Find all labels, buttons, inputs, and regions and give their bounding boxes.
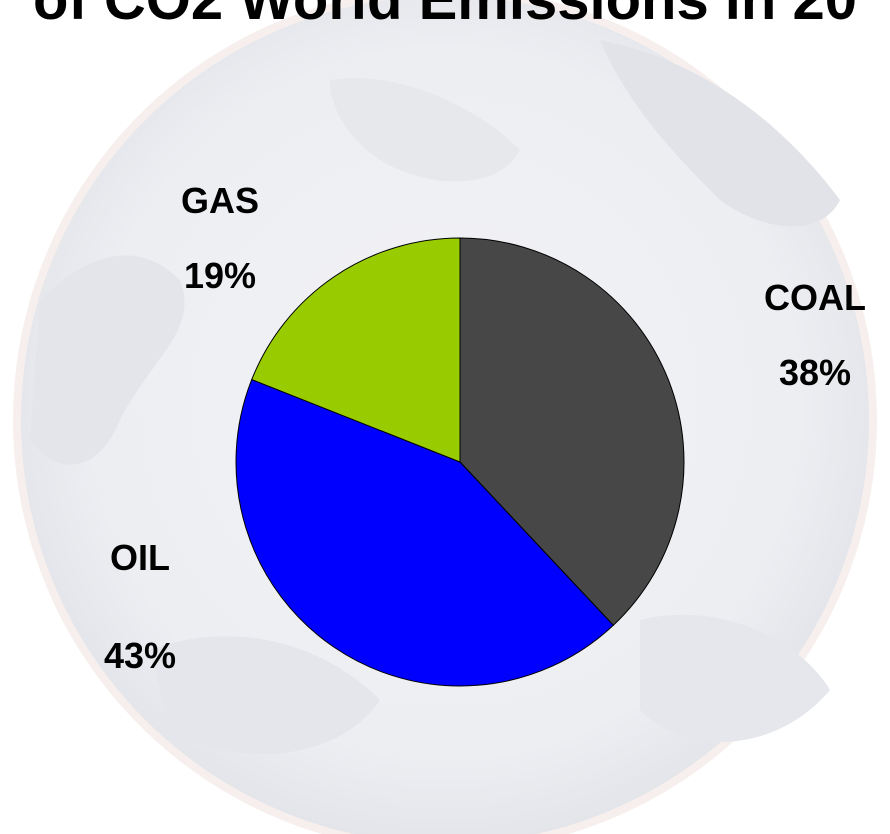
slice-value-oil: 43% (104, 635, 176, 676)
slice-label-oil: OIL (110, 537, 170, 578)
slice-label-gas: GAS (181, 180, 259, 221)
pie-slice-oil (235, 378, 615, 687)
pie-slice-coal (459, 237, 685, 626)
slice-value-gas: 19% (184, 255, 256, 296)
pie-slice-gas (251, 237, 461, 463)
chart-title: of CO2 World Emissions in 20 (0, 0, 890, 33)
slice-value-coal: 38% (779, 352, 851, 393)
slice-label-coal: COAL (764, 277, 866, 318)
